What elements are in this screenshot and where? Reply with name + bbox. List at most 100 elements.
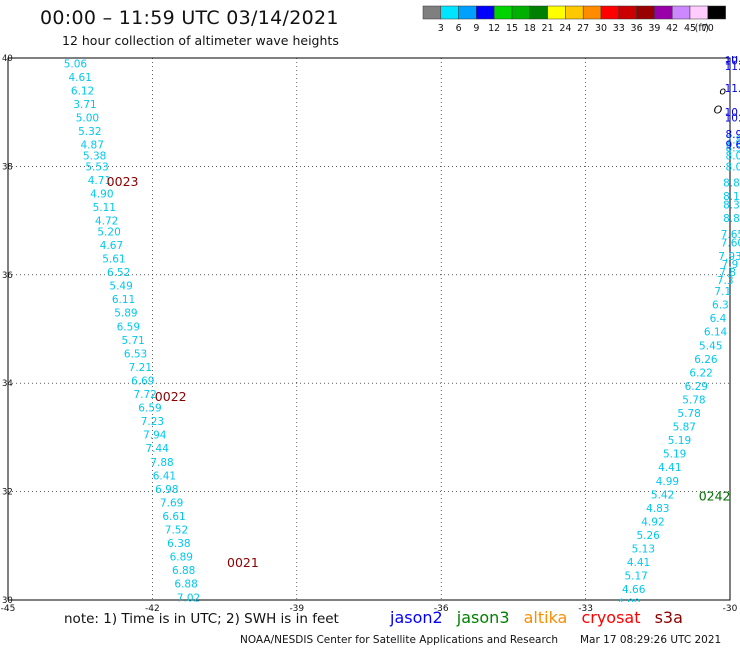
track-symbol: O	[714, 103, 723, 116]
swh-value: 8.01	[726, 161, 740, 173]
swh-value: 5.49	[109, 281, 132, 293]
swh-value: 5.87	[673, 422, 696, 434]
swh-value: 7.60	[721, 237, 740, 249]
swh-value: 4.83	[646, 503, 669, 515]
swh-value: 5.38	[83, 151, 106, 163]
swh-value: 7.1	[714, 286, 731, 298]
y-tick-label: 34	[2, 379, 13, 389]
swh-value: 8.51	[726, 142, 740, 154]
swh-value: 5.00	[76, 113, 99, 125]
y-tick-label: 32	[2, 488, 13, 498]
x-tick-label: -42	[145, 604, 160, 612]
swh-value: 4.09	[617, 598, 640, 610]
swh-value: 4.66	[622, 584, 646, 596]
swh-value: 7.88	[150, 457, 173, 469]
swh-value: 6.38	[167, 538, 190, 550]
y-tick-label: 40	[2, 54, 13, 64]
wave-height-map: -45 -42 -39 -36 -33 -30 30 32 34 36 38 40 5.06 4.61 6.…	[1, 53, 740, 612]
y-tick-label: 36	[2, 271, 13, 281]
x-tick-label: -39	[289, 604, 304, 612]
swh-value: 4.71	[88, 175, 111, 187]
plot-frame	[7, 57, 731, 601]
track-symbol: o	[719, 85, 726, 98]
track-time-label: 0242	[699, 488, 731, 503]
swh-value: 7.81	[726, 134, 740, 146]
swh-value: 10.10	[725, 53, 740, 65]
swh-value: 6.41	[153, 470, 176, 482]
swh-value: 6.59	[117, 321, 140, 333]
swh-value: 7.23	[141, 416, 164, 428]
swh-value: 6.26	[694, 354, 718, 366]
swh-value: 4.61	[69, 72, 92, 84]
legend-tick-label: 3	[438, 23, 444, 34]
swh-value: 7.93	[718, 251, 740, 263]
swh-value: 7.52	[165, 525, 188, 537]
swh-value: 5.13	[632, 544, 655, 556]
swh-value: 7.65	[721, 229, 740, 241]
swh-value: 7.9	[722, 259, 739, 271]
swh-value: 5.19	[668, 435, 691, 447]
swh-value: 4.67	[100, 240, 123, 252]
swh-value: 4.99	[656, 476, 679, 488]
swh-value: 4.87	[81, 140, 104, 152]
legend-tick-label: 9	[473, 23, 479, 34]
legend-tick-label: 45	[684, 23, 696, 34]
swh-value: 7.69	[160, 497, 183, 509]
swh-value: 6.59	[138, 403, 161, 415]
swh-value: 11.43	[725, 83, 740, 95]
chart-title: 00:00 – 11:59 UTC 03/14/2021	[40, 7, 339, 29]
swh-value: 6.69	[131, 375, 154, 387]
swh-value: 7.94	[143, 430, 167, 442]
legend-tick-label: 24	[559, 23, 571, 34]
legend-tick-label: 36	[631, 23, 643, 34]
swh-value: 5.89	[114, 308, 137, 320]
footer-note: note: 1) Time is in UTC; 2) SWH is in fe…	[64, 611, 339, 627]
legend-unit: (ft)	[695, 23, 709, 34]
swh-value: 7.21	[129, 362, 152, 374]
x-tick-label: -45	[1, 604, 16, 612]
swh-value: 10.28	[725, 113, 740, 125]
swh-value: 8.34	[723, 199, 740, 211]
swh-value: 5.53	[85, 161, 108, 173]
legend-tick-label: 39	[648, 23, 660, 34]
swh-value: 6.11	[112, 294, 135, 306]
chart-subtitle: 12 hour collection of altimeter wave hei…	[62, 33, 339, 48]
legend-tick-label: 6	[456, 23, 462, 34]
swh-value: 7.72	[133, 389, 156, 401]
swh-value: 4.90	[90, 189, 113, 201]
mission-jason3: jason3	[456, 608, 510, 627]
mission-altika: altika	[523, 608, 568, 627]
swh-value: 7.44	[146, 443, 170, 455]
swh-value: 4.72	[95, 216, 118, 228]
swh-value: 6.22	[689, 367, 712, 379]
x-tick-label: -36	[434, 604, 449, 612]
swh-value: 4.41	[658, 462, 681, 474]
legend-swatch	[707, 5, 726, 20]
color-legend: 3 6 9 12 15 18 21 24 27 30 33 36 39 42 45 70(ft)	[422, 5, 726, 34]
swh-value: 5.42	[651, 489, 674, 501]
swh-value: 6.88	[172, 565, 195, 577]
swh-value: 6.12	[71, 86, 94, 98]
swh-value: 5.26	[636, 530, 660, 542]
legend-tick-label: 15	[506, 23, 518, 34]
swh-value: 5.06	[64, 58, 88, 70]
x-tick-label: -30	[723, 604, 738, 612]
swh-value: 5.17	[624, 571, 647, 583]
swh-value: 5.78	[677, 408, 700, 420]
legend-tick-label: 27	[577, 23, 589, 34]
swh-value: 8.18	[723, 191, 740, 203]
swh-value: 6.4	[710, 313, 727, 325]
swh-value: 9.60	[726, 140, 740, 152]
swh-value: 6.98	[155, 484, 178, 496]
legend-tick-label: 70	[702, 23, 714, 34]
mission-legend: jason2 jason3 altika cryosat s3a	[390, 608, 692, 627]
legend-tick-label: 42	[666, 23, 678, 34]
swh-value: 8.99	[726, 129, 740, 141]
swh-value: 6.89	[170, 552, 193, 564]
mission-s3a: s3a	[654, 608, 683, 627]
swh-value: 5.45	[699, 340, 722, 352]
swh-value: 5.19	[663, 449, 686, 461]
swh-value: 8.04	[726, 151, 740, 163]
swh-value: 8.87	[723, 213, 740, 225]
swh-value: 6.61	[162, 511, 185, 523]
